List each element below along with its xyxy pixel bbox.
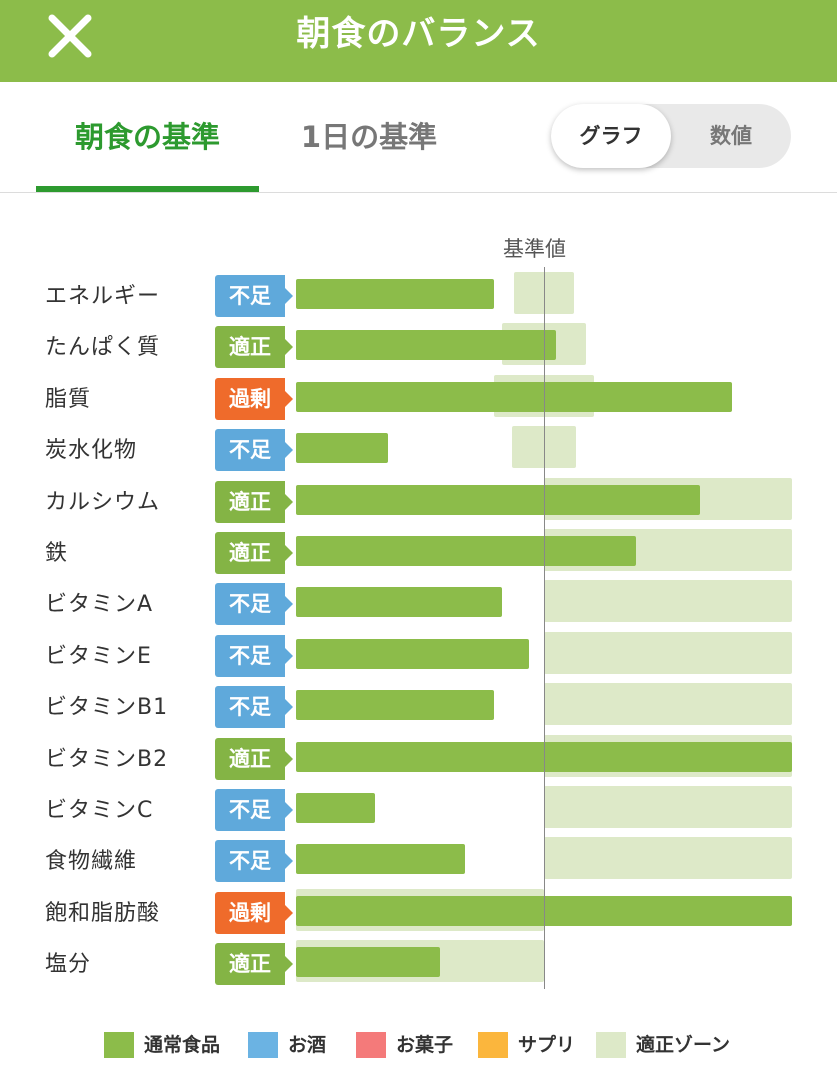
optimal-zone (544, 631, 792, 674)
status-badge: 適正 (215, 943, 293, 986)
legend-label: お菓子 (396, 1034, 454, 1056)
reference-line (544, 267, 545, 989)
reference-label: 基準値 (503, 237, 566, 261)
legend-item: 通常食品 (104, 1028, 254, 1062)
intake-bar (296, 330, 557, 361)
legend-label: 適正ゾーン (636, 1034, 731, 1056)
nutrient-label: ビタミンE (45, 643, 152, 669)
status-badge: 不足 (215, 686, 293, 729)
status-badge: 過剰 (215, 891, 293, 934)
legend-swatch (478, 1032, 508, 1058)
legend-swatch (596, 1032, 626, 1058)
chart-legend: 通常食品 お酒 お菓子 サプリ 適正ゾーン (0, 1028, 837, 1062)
nutrient-label: 飽和脂肪酸 (45, 900, 161, 926)
optimal-zone (544, 786, 792, 828)
close-icon[interactable] (44, 10, 96, 62)
intake-bar (296, 947, 440, 978)
nutrient-label: たんぱく質 (45, 335, 161, 361)
intake-bar (296, 381, 733, 412)
nutrient-label: エネルギー (45, 284, 161, 309)
nutrient-label: 脂質 (45, 386, 92, 412)
optimal-zone (514, 272, 574, 314)
status-badge: 適正 (215, 480, 293, 523)
legend-label: お酒 (288, 1034, 327, 1056)
intake-bar (296, 279, 495, 309)
status-badge: 不足 (215, 429, 293, 472)
status-badge: 適正 (215, 737, 293, 780)
optimal-zone (511, 426, 577, 469)
optimal-zone (544, 837, 792, 880)
nutrient-label: ビタミンC (45, 798, 154, 823)
active-tab-indicator (36, 186, 259, 192)
view-toggle: グラフ 数値 (551, 104, 791, 168)
intake-bar (296, 690, 495, 721)
page-title: 朝食のバランス (296, 14, 541, 54)
nutrient-label: ビタミンA (45, 592, 154, 618)
status-badge: 不足 (215, 583, 293, 626)
toggle-graph-button[interactable]: グラフ (551, 104, 671, 168)
legend-item: お菓子 (356, 1028, 506, 1062)
status-badge: 不足 (215, 275, 293, 317)
nutrient-label: 食物繊維 (45, 849, 138, 875)
legend-swatch (356, 1032, 386, 1058)
intake-bar (296, 844, 465, 875)
nutrient-label: 塩分 (45, 952, 92, 978)
legend-item: サプリ (478, 1028, 628, 1062)
status-badge: 適正 (215, 532, 293, 574)
nutrient-label: 鉄 (45, 541, 69, 566)
nutrient-balance-chart: 基準値 エネルギー 不足 たんぱく質 適正 脂質 過剰 炭水化物 不足 カルシウム 適正鉄適正 ビタ… (0, 193, 837, 1080)
intake-bar (296, 638, 530, 669)
intake-bar (296, 484, 701, 515)
tab-daily-standard[interactable]: 1日の基準 (300, 120, 438, 154)
legend-swatch (104, 1032, 134, 1058)
intake-bar (296, 433, 388, 464)
intake-bar (296, 587, 502, 618)
intake-bar (296, 793, 376, 823)
legend-item: 適正ゾーン (596, 1028, 746, 1062)
nutrient-label: ビタミンB1 (45, 695, 169, 721)
nutrient-label: カルシウム (45, 489, 161, 515)
toggle-numbers-button[interactable]: 数値 (710, 124, 752, 148)
optimal-zone (544, 683, 792, 726)
status-badge: 不足 (215, 789, 293, 831)
status-badge: 不足 (215, 840, 293, 883)
nutrient-label: ビタミンB2 (45, 746, 169, 772)
tab-breakfast-standard[interactable]: 朝食の基準 (74, 120, 220, 154)
header-bar: 朝食のバランス (0, 0, 837, 82)
legend-item: お酒 (248, 1028, 398, 1062)
status-badge: 不足 (215, 634, 293, 677)
legend-label: サプリ (518, 1034, 576, 1056)
nutrient-label: 炭水化物 (45, 438, 138, 464)
legend-label: 通常食品 (144, 1034, 221, 1056)
intake-bar (296, 536, 636, 566)
status-badge: 過剰 (215, 377, 293, 420)
status-badge: 適正 (215, 326, 293, 369)
optimal-zone (544, 580, 792, 623)
legend-swatch (248, 1032, 278, 1058)
